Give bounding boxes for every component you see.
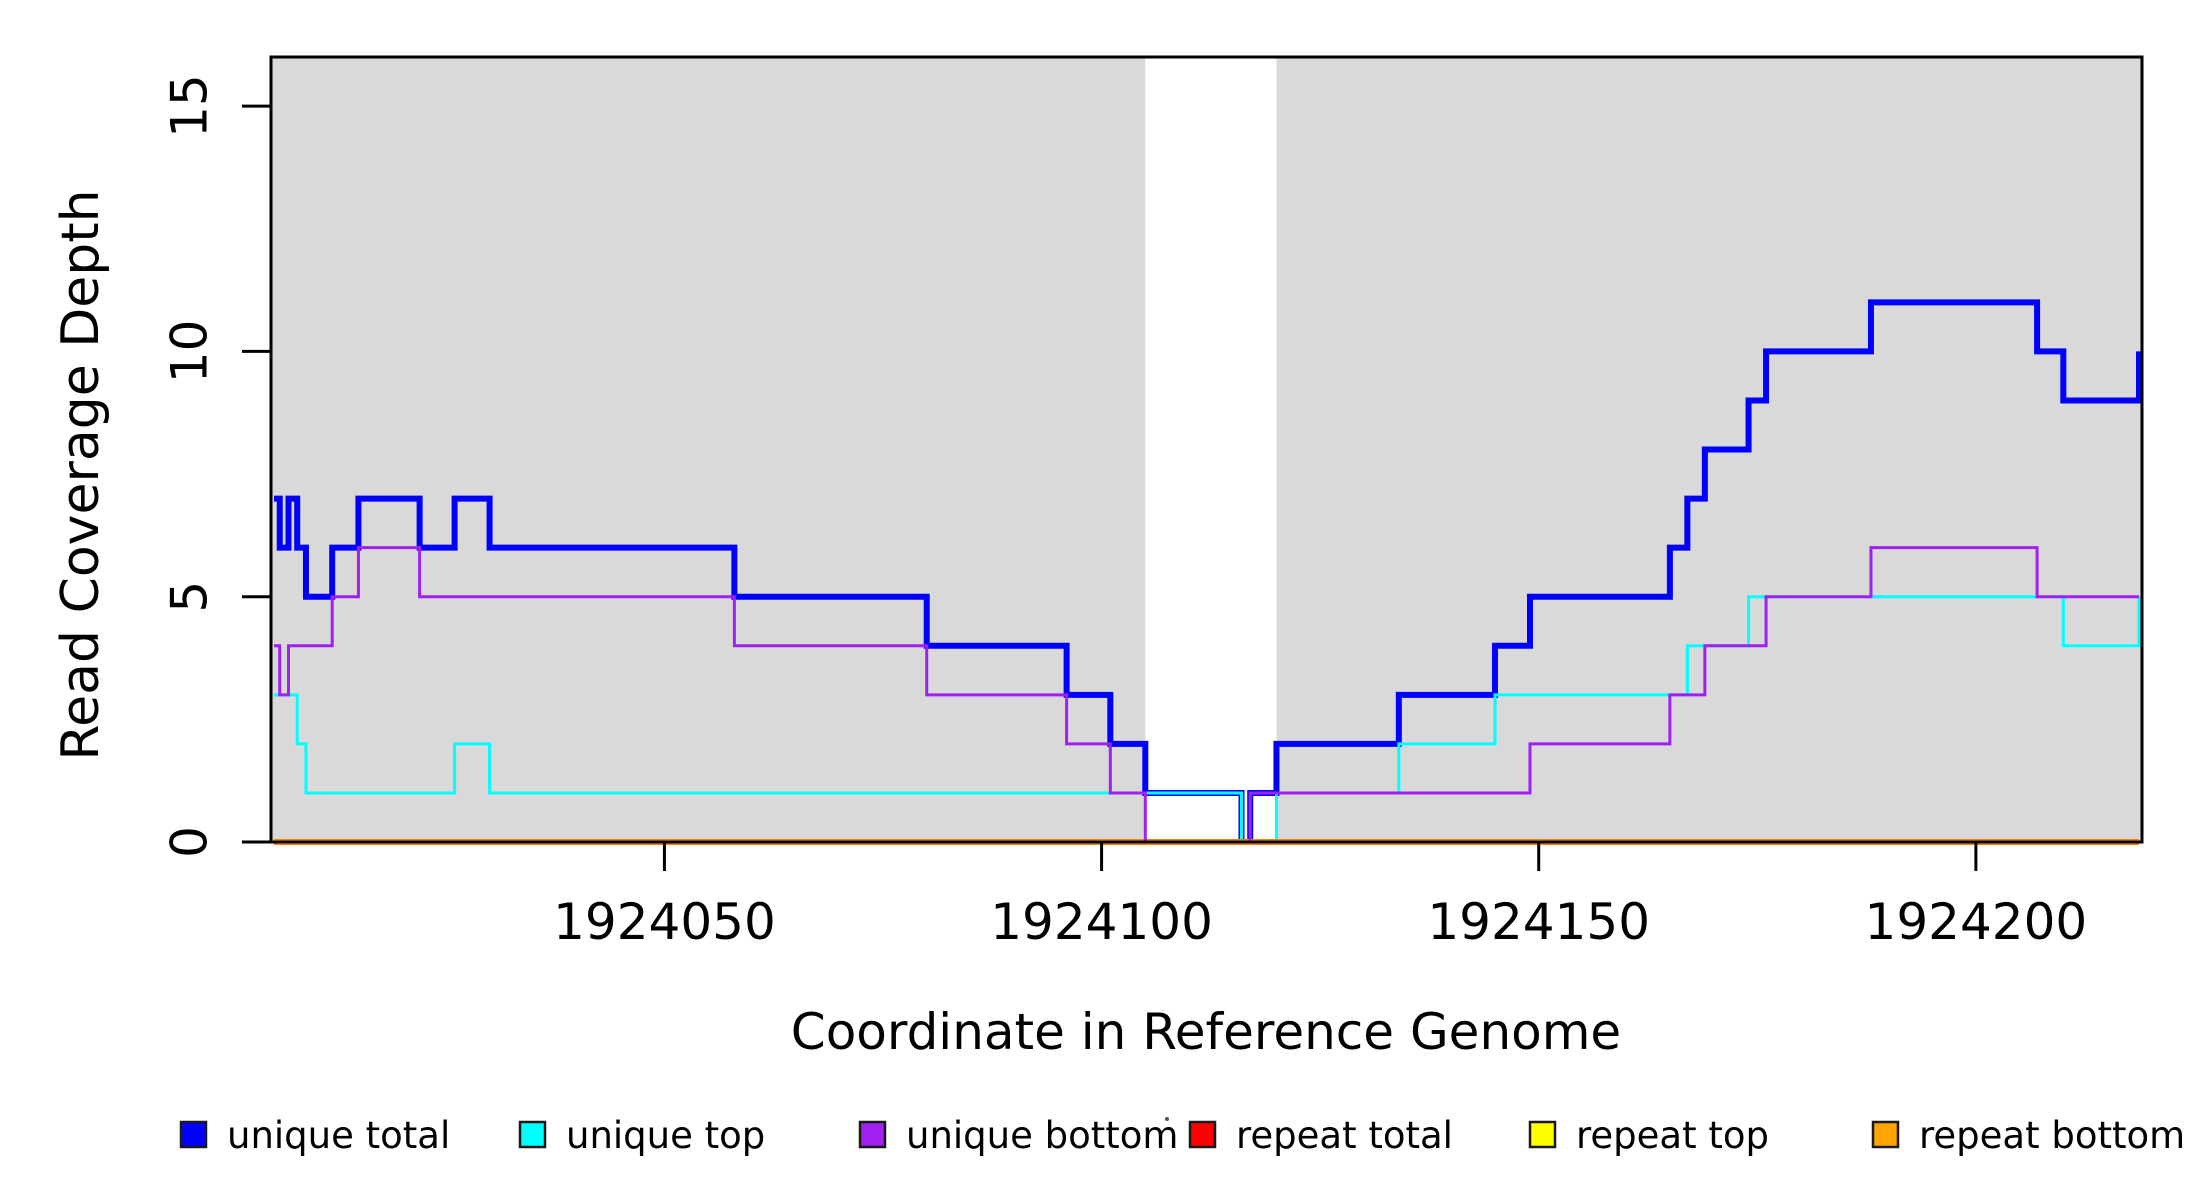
legend-label: repeat top [1576,1114,1769,1157]
stray-dot [1165,1117,1169,1121]
legend-item-unique-bottom: unique bottom [858,1114,1178,1157]
series-line-unique-bottom [274,546,2139,844]
axes-layer: 1924050 1924100 1924150 1924200 0 5 10 15 [161,74,2088,951]
plot-box [269,55,2144,844]
legend-swatch-repeat-bottom [1871,1120,1900,1149]
legend-item-repeat-top: repeat top [1528,1114,1769,1157]
legend-swatch-unique-bottom [858,1120,887,1149]
y-tick-label: 5 [161,581,219,613]
legend-swatch-repeat-top [1528,1120,1557,1149]
legend-item-unique-total: unique total [179,1114,450,1157]
x-tick-label: 1924100 [990,893,1213,951]
legend-swatch-repeat-total [1188,1120,1217,1149]
legend-label: repeat total [1236,1114,1453,1157]
legend-swatch-unique-top [518,1120,547,1149]
unshaded-gap-region [1145,57,1277,842]
decorations-layer [1165,1117,1169,1121]
y-tick-label: 15 [161,74,219,138]
legend-item-repeat-bottom: repeat bottom [1871,1114,2185,1157]
legend-item-repeat-total: repeat total [1188,1114,1453,1157]
shaded-region-0 [271,57,1146,842]
x-tick-label: 1924150 [1427,893,1650,951]
plot-background-layer [271,57,2142,842]
legend-label: repeat bottom [1919,1114,2185,1157]
legend: unique total unique top unique bottom repea… [179,1114,2185,1157]
x-tick-label: 1924200 [1865,893,2088,951]
legend-item-unique-top: unique top [518,1114,765,1157]
x-axis-title: Coordinate in Reference Genome [791,1003,1621,1061]
y-tick-label: 0 [161,826,219,858]
legend-label: unique total [227,1114,450,1157]
legend-label: unique bottom [906,1114,1178,1157]
plot-frame-layer [269,55,2144,844]
y-tick-label: 10 [161,320,219,384]
x-tick-label: 1924050 [553,893,776,951]
y-axis-title: Read Coverage Depth [51,189,111,760]
legend-swatch-unique-total [179,1120,208,1149]
legend-label: unique top [566,1114,765,1157]
